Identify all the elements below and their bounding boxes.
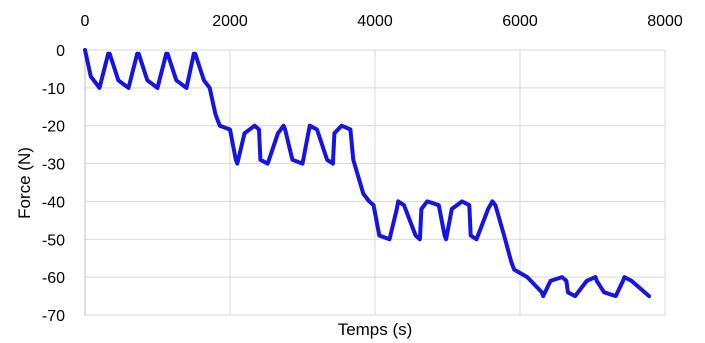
series-layer: [83, 48, 652, 299]
series-line-0: [83, 48, 652, 299]
y-tick-label: -60: [42, 270, 65, 287]
y-tick-label: -20: [42, 119, 65, 136]
x-tick-label: 2000: [212, 13, 248, 30]
x-tick-label: 6000: [502, 13, 538, 30]
x-axis-title: Temps (s): [338, 320, 413, 339]
y-tick-label: -70: [42, 308, 65, 325]
y-tick-label: -40: [42, 194, 65, 211]
x-tick-label: 0: [81, 13, 90, 30]
x-tick-label: 8000: [647, 13, 683, 30]
x-axis-ticks: 0 2000 4000 6000 8000: [81, 13, 683, 30]
x-tick-label: 4000: [357, 13, 393, 30]
y-tick-label: -50: [42, 232, 65, 249]
gridlines: [84, 49, 666, 316]
y-tick-label: -10: [42, 81, 65, 98]
y-tick-label: 0: [56, 43, 65, 60]
y-axis-title: Force (N): [15, 147, 34, 219]
y-axis-ticks: 0 -10 -20 -30 -40 -50 -60 -70: [42, 43, 65, 325]
y-tick-label: -30: [42, 157, 65, 174]
